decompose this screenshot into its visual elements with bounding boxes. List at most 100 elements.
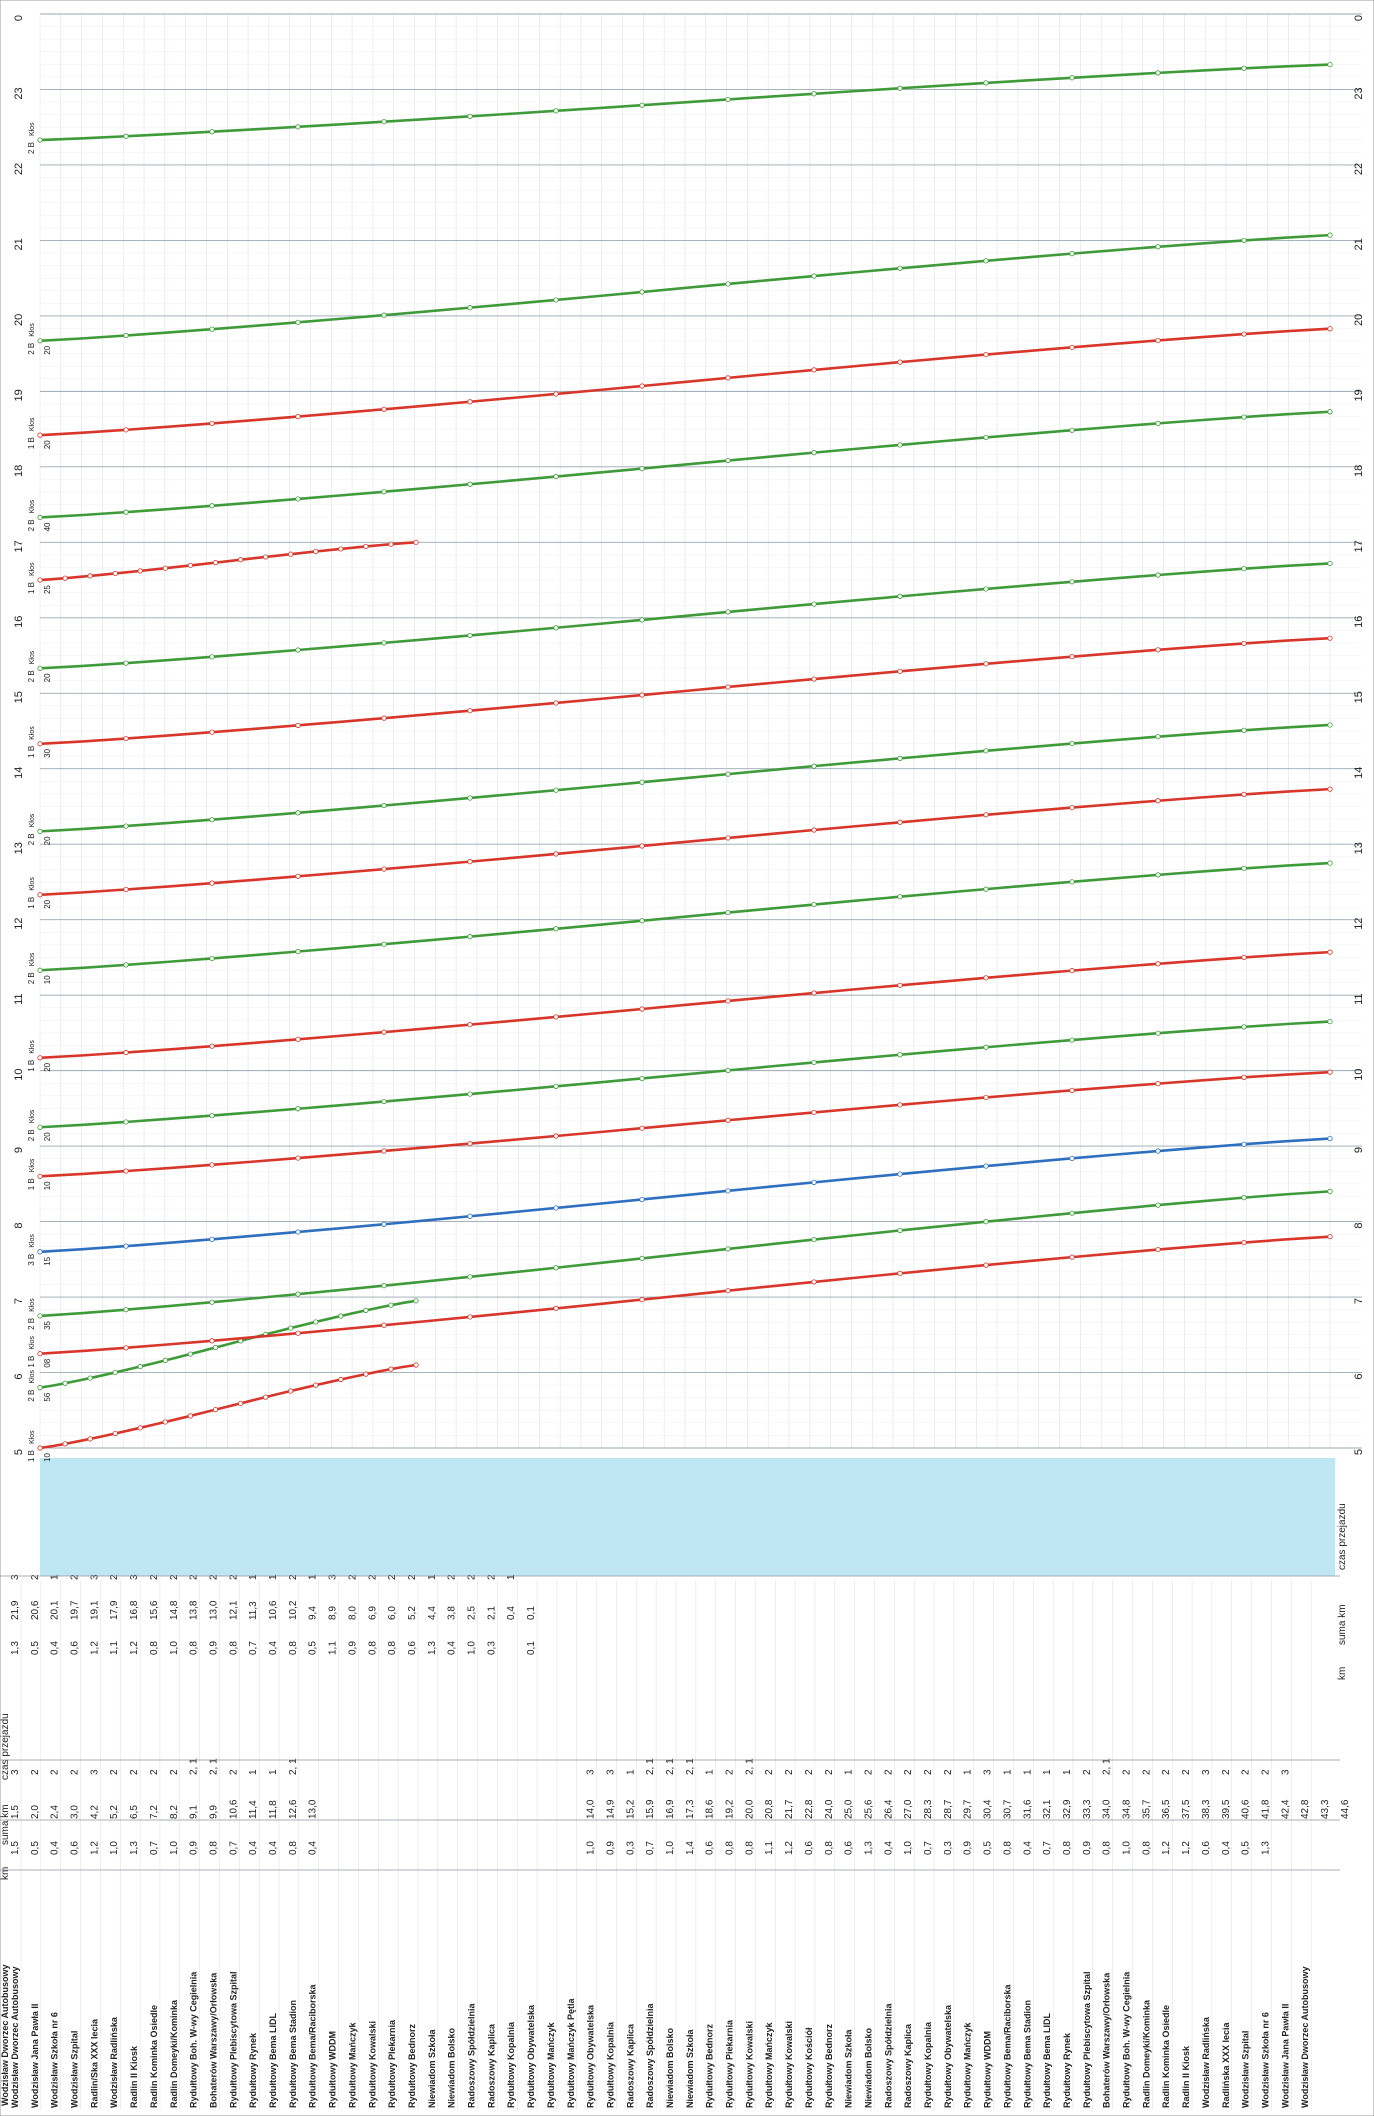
trip-label: 1 B — [27, 582, 36, 594]
trip-line — [39, 1235, 1331, 1355]
trip-stop-marker — [1155, 1030, 1161, 1036]
km-cell: 0,3 — [625, 1841, 636, 1855]
trip-stop-marker — [725, 771, 731, 777]
suma-cell-return: 5,2 — [407, 1606, 418, 1620]
stop-name: Rydułtowy Piekarnia — [725, 2019, 735, 2108]
trip-stop-marker — [112, 1369, 118, 1376]
trip-stop-marker — [811, 273, 817, 279]
hour-tick-right: 13 — [1353, 842, 1365, 854]
trip-stop-marker — [413, 539, 419, 545]
trip-stop-marker — [212, 1407, 219, 1413]
trip-stop-marker — [467, 1274, 473, 1280]
trip-stop-marker — [639, 289, 645, 295]
trip-stop-marker — [37, 1055, 43, 1061]
trip-stop-marker — [209, 1162, 215, 1168]
trip-stop-marker — [467, 934, 473, 940]
trip-stop-marker — [162, 565, 168, 571]
km-cell: 1,2 — [784, 1841, 795, 1855]
hour-tick-left: 18 — [13, 465, 25, 477]
hour-tick-right: 10 — [1353, 1069, 1365, 1081]
trip-minute-label: 30 — [43, 748, 52, 757]
trip-stop-marker — [553, 1083, 559, 1089]
trip-stop-marker — [983, 812, 989, 818]
suma-cell: 15,2 — [625, 1799, 636, 1819]
trip-stop-marker — [363, 1307, 369, 1313]
suma-cell: 17,3 — [685, 1799, 696, 1819]
trip-stop-marker — [1327, 1135, 1333, 1142]
km-cell-return: 0,8 — [228, 1641, 239, 1655]
trip-stop-marker — [897, 668, 903, 674]
suma-cell: 28,7 — [943, 1799, 954, 1819]
trip-stop-marker — [983, 1219, 989, 1225]
trip-stop-marker — [811, 1179, 817, 1185]
trip-stop-marker — [1327, 1188, 1333, 1194]
stop-name: Rydułtowy Mańczyk — [347, 2021, 357, 2108]
trip-kios-label: Kłos — [29, 1158, 36, 1172]
suma-cell: 6,5 — [129, 1805, 140, 1819]
km-cell-return: 0,4 — [447, 1641, 458, 1655]
trip-stop-marker — [1069, 1155, 1075, 1161]
trip-stop-marker — [553, 473, 559, 480]
trip-stop-marker — [1069, 740, 1075, 747]
km-cell-return: 0,8 — [288, 1641, 299, 1655]
trip-stop-marker — [1327, 560, 1333, 567]
trip-minute-label: 08 — [43, 1358, 52, 1367]
suma-cell-return: 13,0 — [208, 1600, 219, 1620]
trip-line — [39, 233, 1331, 343]
trip-label: 3 B — [27, 1254, 36, 1266]
trip-stop-marker — [897, 819, 903, 825]
trip-stop-marker — [37, 432, 43, 438]
trip-stop-marker — [553, 926, 559, 932]
trip-stop-marker — [112, 1430, 118, 1437]
czas-cell-return: 2 — [367, 1574, 378, 1580]
suma-cell-return: 10,2 — [288, 1600, 299, 1620]
stop-name: Radoszowy Spółdzielnia — [883, 2002, 893, 2108]
trip-stop-marker — [1155, 420, 1161, 426]
trip-stop-marker — [1241, 331, 1247, 337]
stop-name: Rydułtowy Bema LIDL — [268, 2012, 278, 2108]
czas-cell: 2 — [943, 1769, 954, 1775]
trip-stop-marker — [1155, 961, 1161, 967]
trip-stop-marker — [983, 1163, 989, 1169]
suma-cell: 13,0 — [308, 1799, 319, 1819]
suma-cell-return: 12,1 — [228, 1600, 239, 1620]
km-cell-return: 0,5 — [308, 1641, 319, 1655]
hour-tick-right: 11 — [1353, 993, 1365, 1004]
hour-tick-left: 6 — [13, 1373, 25, 1379]
trip-stop-marker — [811, 901, 817, 908]
czas-cell: 1 — [625, 1769, 636, 1775]
trip-stop-marker — [553, 1014, 559, 1020]
stop-name: Rydułtowy Mańczyk Pętla — [566, 1997, 576, 2108]
trip-kios-label: Kłos — [29, 323, 36, 337]
czas-cell: 2 — [1241, 1769, 1252, 1775]
trip-kios-label: Kłos — [29, 1298, 36, 1312]
czas-cell: 2 — [764, 1769, 775, 1775]
trip-stop-marker — [123, 962, 129, 968]
trip-stop-marker — [187, 562, 194, 569]
km-cell-return: 0,4 — [50, 1641, 61, 1655]
trip-minute-label: 40 — [43, 522, 52, 531]
stop-name: Rydułtowy Bema/Raciborska — [308, 1983, 318, 2108]
suma-cell: 41,8 — [1260, 1799, 1271, 1819]
km-cell: 0,6 — [844, 1841, 855, 1855]
trip-stop-marker — [1069, 251, 1075, 257]
trip-stop-marker — [209, 326, 215, 332]
trip-stop-marker — [725, 96, 731, 103]
trip-stop-marker — [1241, 865, 1247, 872]
trip-stop-marker — [295, 810, 301, 816]
trip-stop-marker — [725, 1067, 731, 1073]
km-cell: 0,7 — [149, 1841, 160, 1855]
trip-stop-marker — [381, 1029, 387, 1035]
trip-stop-marker — [467, 305, 473, 311]
trip-stop-marker — [639, 1075, 645, 1082]
trip-kios-label: Kłos — [29, 877, 36, 891]
trip-stop-marker — [983, 434, 989, 441]
suma-cell: 31,6 — [1022, 1799, 1033, 1819]
km-cell: 0,6 — [705, 1841, 716, 1855]
km-cell: 1,2 — [1161, 1841, 1172, 1855]
czas-cell: 3 — [586, 1769, 597, 1775]
czas-cell-return: 2 — [486, 1574, 497, 1580]
trip-stop-marker — [553, 391, 559, 397]
suma-cell: 2,4 — [50, 1805, 61, 1819]
czas-cell: 2 — [903, 1769, 914, 1775]
